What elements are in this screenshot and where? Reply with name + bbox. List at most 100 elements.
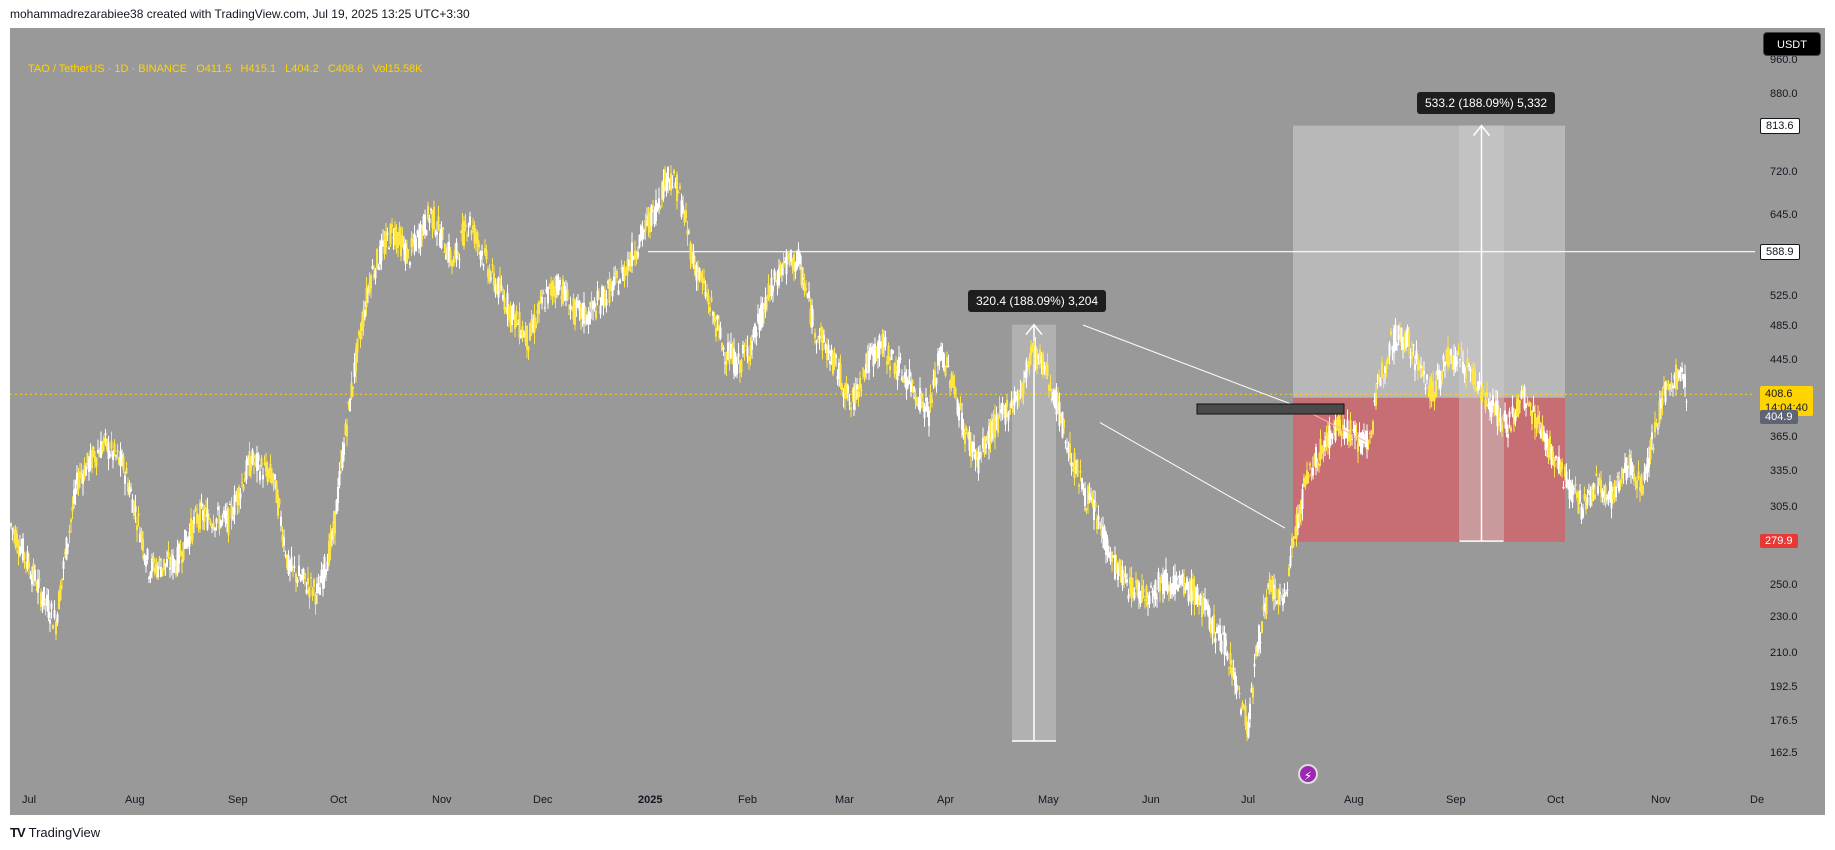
candle-body <box>1291 537 1293 549</box>
measure-label-1[interactable]: 320.4 (188.09%) 3,204 <box>968 290 1107 312</box>
candle-body <box>1157 571 1160 591</box>
candle-body <box>421 227 423 241</box>
candle-body <box>146 548 149 561</box>
candle-body <box>271 473 273 484</box>
candle-body <box>131 499 134 513</box>
candle-body <box>217 506 219 510</box>
candle-body <box>1105 532 1107 555</box>
candle-body <box>281 535 284 542</box>
candle-body <box>488 268 491 282</box>
candle-body <box>1123 572 1125 578</box>
candle-body <box>163 559 165 571</box>
candle-body <box>1058 401 1061 427</box>
candle-body <box>1523 386 1526 409</box>
measure-label-2[interactable]: 533.2 (188.09%) 5,332 <box>1417 92 1556 114</box>
candlestick-chart[interactable] <box>10 28 1755 815</box>
candle-body <box>1121 570 1124 586</box>
candle-body <box>404 243 407 264</box>
candle-body <box>838 362 840 379</box>
candle-body <box>848 403 851 405</box>
candle-body <box>1259 642 1262 644</box>
candle-body <box>1367 440 1370 443</box>
candle-body <box>485 250 488 260</box>
candle-body <box>110 440 113 449</box>
candle-body <box>970 441 972 457</box>
candle-body <box>967 432 969 438</box>
candle-body <box>763 309 765 312</box>
candle-body <box>1267 585 1269 587</box>
candle-body <box>1481 386 1484 393</box>
tradingview-logo[interactable]: TV TradingView <box>10 825 100 840</box>
candle-body <box>128 487 131 495</box>
candle-body <box>1154 580 1157 600</box>
candle-body <box>598 298 600 300</box>
candle-body <box>650 204 653 226</box>
currency-button[interactable]: USDT <box>1763 32 1821 56</box>
candle-body <box>1550 446 1553 465</box>
candle-body <box>83 465 86 479</box>
candle-body <box>962 429 965 436</box>
candle-body <box>1088 493 1091 501</box>
candle-body <box>1430 383 1433 401</box>
candle-body <box>839 364 842 387</box>
breakout-box <box>1196 403 1345 415</box>
candle-body <box>277 494 279 516</box>
tv-logo-text: TradingView <box>28 825 101 840</box>
candle-body <box>535 322 537 328</box>
candle-body <box>584 307 587 322</box>
candle-body <box>664 169 666 187</box>
candle-body <box>1211 618 1214 633</box>
candle-body <box>256 453 258 472</box>
chart-area[interactable]: TAO / TetherUS · 1D · BINANCE O411.5 H41… <box>10 28 1755 815</box>
candle-body <box>1652 447 1655 450</box>
candle-body <box>1246 721 1248 735</box>
candle-body <box>436 232 438 235</box>
candle-body <box>1051 398 1053 401</box>
candle-body <box>389 224 392 245</box>
candle-body <box>1177 584 1179 592</box>
candle-body <box>1462 361 1464 373</box>
candle-body <box>119 451 122 466</box>
candle-body <box>227 508 230 536</box>
lightning-icon[interactable]: ⚡ <box>1298 764 1318 784</box>
candle-body <box>1465 374 1467 379</box>
candle-body <box>1337 415 1340 426</box>
candle-body <box>1496 400 1499 427</box>
candle-body <box>1540 429 1542 438</box>
candle-body <box>1237 687 1239 689</box>
candle-body <box>560 295 563 300</box>
candle-body <box>893 363 896 375</box>
candle-body <box>611 283 614 297</box>
candle-body <box>1582 509 1584 518</box>
candle-body <box>413 233 416 244</box>
candle-body <box>508 305 510 321</box>
candle-body <box>610 282 612 284</box>
candle-body <box>1685 401 1688 403</box>
candle-body <box>1385 361 1388 370</box>
candle-body <box>431 210 434 228</box>
candle-body <box>22 538 24 561</box>
candle-body <box>235 498 237 501</box>
candle-body <box>1589 492 1592 507</box>
candle-body <box>559 280 561 285</box>
candle-body <box>1553 458 1556 468</box>
candle-body <box>1381 362 1383 378</box>
candle-body <box>158 558 161 561</box>
candle-body <box>349 398 351 412</box>
candle-body <box>844 385 846 399</box>
candle-body <box>1204 598 1206 611</box>
candle-body <box>575 300 578 308</box>
candle-body <box>655 200 657 221</box>
candle-body <box>976 451 978 460</box>
candle-body <box>244 478 246 482</box>
candle-body <box>1249 703 1251 720</box>
candle-body <box>1646 457 1649 473</box>
candle-body <box>155 563 158 569</box>
candle-body <box>26 551 29 569</box>
candle-body <box>133 501 135 516</box>
candle-body <box>1262 605 1265 611</box>
candle-body <box>1279 591 1281 595</box>
candle-body <box>1478 381 1481 385</box>
candle-body <box>766 305 768 307</box>
candle-body <box>652 205 654 207</box>
